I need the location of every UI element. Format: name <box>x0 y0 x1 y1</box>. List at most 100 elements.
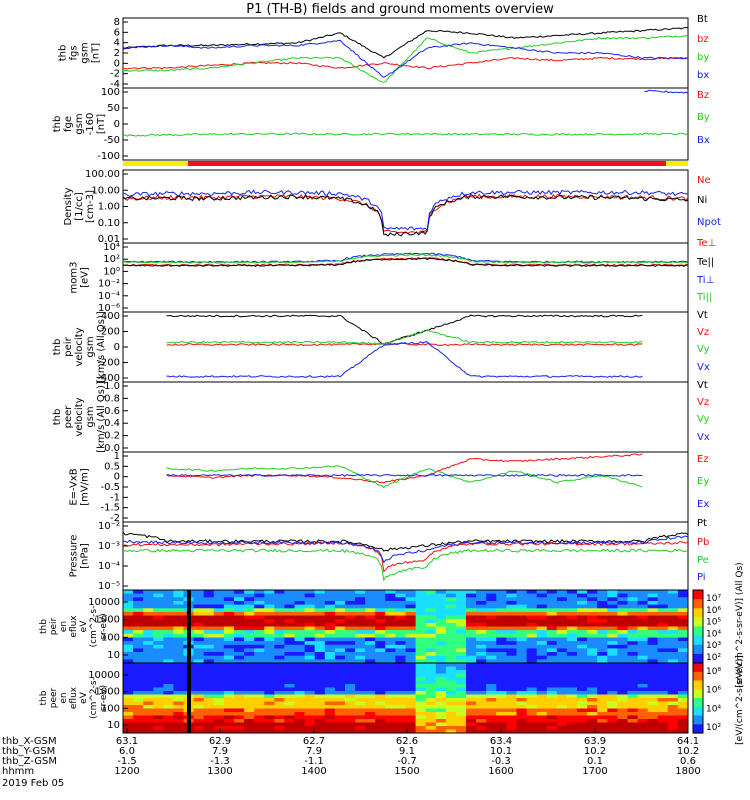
spectrogram-cell <box>667 698 679 702</box>
spectrogram-cell <box>294 626 305 631</box>
y-tick-label: 0.01 <box>98 234 120 245</box>
spectrogram-cell <box>566 722 578 727</box>
spectrogram-cell <box>496 677 507 681</box>
spectrogram-cell <box>647 680 659 685</box>
spectrogram-cell <box>556 644 568 649</box>
spectrogram-cell <box>506 597 517 602</box>
spectrogram-cell <box>536 626 548 631</box>
spectrogram-cell <box>193 705 205 709</box>
spectrogram-cell <box>163 644 174 649</box>
spectrogram-cell <box>486 597 497 602</box>
spectrogram-cell <box>546 604 558 609</box>
spectrogram-cell <box>617 694 628 699</box>
spectrogram-cell <box>496 673 507 678</box>
y-axis-label: Pressure <box>69 535 80 578</box>
spectrogram-cell <box>213 663 225 667</box>
spectrogram-cell <box>597 659 608 664</box>
spectrogram-cell <box>637 615 649 620</box>
spectrogram-cell <box>486 630 497 635</box>
spectrogram-cell <box>395 680 406 685</box>
series-line <box>122 34 689 83</box>
spectrogram-cell <box>405 637 416 642</box>
spectrogram-cell <box>355 726 366 730</box>
spectrogram-cell <box>213 698 225 702</box>
spectrogram-cell <box>163 712 174 716</box>
spectrogram-cell <box>304 597 316 602</box>
spectrogram-cell <box>597 655 608 660</box>
spectrogram-cell <box>486 712 497 716</box>
spectrogram-cell <box>345 633 356 638</box>
spectrogram-cell <box>445 593 457 598</box>
spectrogram-cell <box>577 663 588 667</box>
spectrogram-cell <box>516 719 527 723</box>
spectrogram-cell <box>324 719 336 723</box>
spectrogram-cell <box>536 670 548 674</box>
spectrogram-cell <box>173 608 184 613</box>
spectrogram-cell <box>234 608 245 613</box>
spectrogram-cell <box>254 604 265 609</box>
spectrogram-cell <box>334 619 346 624</box>
spectrogram-cell <box>476 641 487 646</box>
spectrogram-cell <box>355 663 366 667</box>
colorbar-segment <box>693 635 703 646</box>
spectrogram-cell <box>486 701 497 706</box>
spectrogram-cell <box>637 637 649 642</box>
spectrogram-cell <box>435 673 447 678</box>
spectrogram-cell <box>173 673 184 678</box>
spectrogram-cell <box>143 622 154 627</box>
spectrogram-cell <box>163 648 174 653</box>
spectrogram-cell <box>647 604 659 609</box>
spectrogram-cell <box>375 593 386 598</box>
spectrogram-cell <box>133 593 144 598</box>
spectrogram-cell <box>385 701 396 706</box>
spectrogram-cell <box>556 611 568 616</box>
spectrogram-cell <box>405 590 416 594</box>
spectrogram-cell <box>203 708 215 713</box>
spectrogram-cell <box>607 666 618 671</box>
spectrogram-cell <box>173 601 184 605</box>
spectrogram-cell <box>334 677 346 681</box>
y-axis-label: fge <box>63 116 74 132</box>
spectrogram-cell <box>223 644 235 649</box>
colorbar-tick-label: 10² <box>706 723 721 733</box>
spectrogram-cell <box>435 655 447 660</box>
spectrogram-cell <box>425 670 437 674</box>
spectrogram-cell <box>123 590 134 594</box>
spectrogram-cell <box>516 597 527 602</box>
spectrogram-cell <box>677 670 689 674</box>
spectrogram-cell <box>587 729 598 734</box>
spectrogram-cell <box>314 655 326 660</box>
spectrogram-cell <box>445 715 457 720</box>
spectrogram-cell <box>123 705 134 709</box>
spectrogram-cell <box>244 633 255 638</box>
spectrogram-cell <box>244 622 255 627</box>
spectrogram-cell <box>365 597 376 602</box>
spectrogram-cell <box>647 590 659 594</box>
y-axis-label: eV <box>79 691 89 704</box>
spectrogram-cell <box>133 719 144 723</box>
spectrogram-cell <box>556 666 568 671</box>
spectrogram-cell <box>294 622 305 627</box>
spectrogram-cell <box>556 701 568 706</box>
spectrogram-cell <box>516 590 527 594</box>
spectrogram-cell <box>536 712 548 716</box>
spectrogram-cell <box>284 590 295 594</box>
y-tick-label: 6 <box>114 27 120 38</box>
spectrogram-cell <box>395 648 406 653</box>
spectrogram-cell <box>355 670 366 674</box>
spectrogram-cell <box>213 626 225 631</box>
spectrogram-cell <box>284 611 295 616</box>
y-tick-label: -2 <box>110 513 120 524</box>
spectrogram-cell <box>455 677 467 681</box>
spectrogram-cell <box>506 608 517 613</box>
spectrogram-cell <box>536 648 548 653</box>
spectrogram-cell <box>123 652 134 656</box>
spectrogram-cell <box>143 680 154 685</box>
spectrogram-cell <box>203 630 215 635</box>
spectrogram-cell <box>597 630 608 635</box>
spectrogram-cell <box>455 652 467 656</box>
spectrogram-cell <box>486 652 497 656</box>
spectrogram-cell <box>123 670 134 674</box>
spectrogram-cell <box>213 655 225 660</box>
spectrogram-cell <box>516 663 527 667</box>
